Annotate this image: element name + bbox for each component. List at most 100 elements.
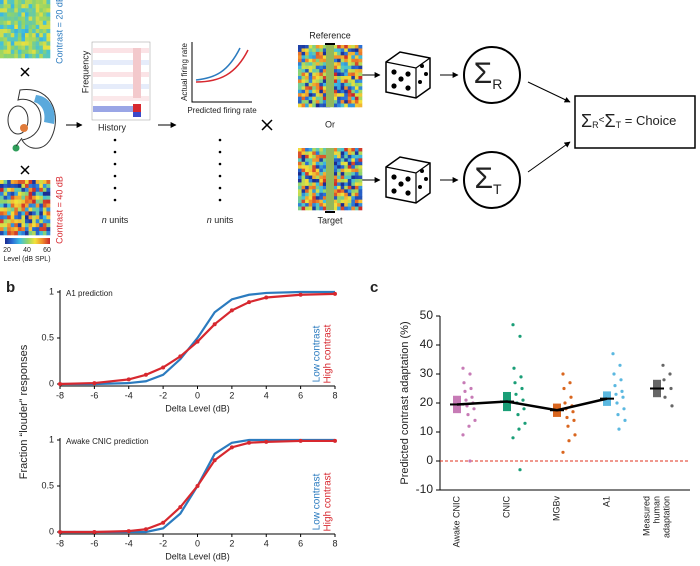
sum-sign: ΣT bbox=[474, 162, 502, 197]
noise-cell bbox=[358, 203, 363, 207]
x-tick-label: 2 bbox=[229, 538, 234, 548]
noise-cell bbox=[354, 151, 359, 156]
data-point bbox=[622, 407, 626, 411]
colorbar-label: Level (dB SPL) bbox=[3, 256, 50, 263]
noise-cell bbox=[14, 195, 19, 200]
noise-cell bbox=[298, 189, 302, 194]
noise-cell bbox=[344, 100, 349, 104]
units-label: n units bbox=[102, 215, 129, 225]
mean-line bbox=[456, 397, 608, 412]
data-point bbox=[247, 300, 252, 305]
noise-cell bbox=[3, 180, 8, 185]
noise-cell bbox=[347, 58, 352, 63]
noise-cell bbox=[35, 180, 40, 185]
noise-cell bbox=[315, 58, 320, 63]
sum-subscript: T bbox=[493, 181, 502, 197]
noise-cell bbox=[347, 62, 352, 66]
noise-cell bbox=[319, 154, 324, 159]
colorbar bbox=[5, 238, 50, 244]
noise-cell bbox=[10, 207, 15, 212]
noise-cell bbox=[28, 231, 33, 236]
noise-cell bbox=[298, 151, 302, 156]
noise-cell bbox=[351, 161, 356, 166]
noise-cell bbox=[14, 211, 19, 216]
noise-cell bbox=[301, 51, 306, 56]
noise-cell bbox=[25, 8, 29, 13]
noise-cell bbox=[3, 223, 8, 228]
data-point bbox=[612, 372, 616, 376]
noise-cell bbox=[354, 62, 359, 66]
noise-cell bbox=[354, 79, 359, 84]
noise-cell bbox=[10, 223, 15, 228]
noise-cell bbox=[312, 196, 317, 200]
noise-cell bbox=[312, 199, 317, 204]
noise-cell bbox=[319, 72, 324, 77]
strf-band bbox=[93, 84, 149, 89]
data-point bbox=[572, 418, 576, 422]
die-pip bbox=[405, 176, 411, 182]
noise-cell bbox=[333, 161, 338, 166]
noise-cell bbox=[7, 199, 12, 204]
noise-cell bbox=[340, 62, 345, 66]
noise-cell bbox=[3, 215, 8, 220]
ellipsis bbox=[218, 138, 222, 202]
noise-cell bbox=[14, 183, 19, 189]
noise-cell bbox=[354, 203, 359, 207]
stimulus-label: Or bbox=[325, 119, 335, 129]
noise-cell bbox=[347, 203, 352, 207]
die-pip bbox=[420, 169, 424, 173]
noise-cell bbox=[17, 33, 22, 38]
noise-cell bbox=[14, 191, 19, 197]
noise-cell bbox=[312, 69, 317, 73]
noise-cell bbox=[315, 148, 320, 152]
noise-cell bbox=[46, 29, 51, 34]
noise-cell bbox=[35, 191, 40, 197]
noise-cell bbox=[358, 172, 363, 176]
x-tick-label: -8 bbox=[56, 390, 64, 400]
noise-cell bbox=[35, 16, 40, 22]
data-point bbox=[229, 445, 234, 450]
noise-cell bbox=[354, 154, 359, 159]
noise-cell bbox=[0, 183, 4, 189]
noise-cell bbox=[14, 215, 19, 220]
noise-cell bbox=[312, 179, 317, 183]
noise-cell bbox=[39, 4, 44, 9]
data-point bbox=[523, 421, 527, 425]
noise-cell bbox=[333, 154, 338, 159]
noise-cell bbox=[298, 175, 302, 180]
noise-cell bbox=[21, 223, 26, 228]
noise-cell bbox=[301, 172, 306, 176]
noise-cell bbox=[315, 161, 320, 166]
x-tick-label: 2 bbox=[229, 390, 234, 400]
data-point bbox=[568, 381, 572, 385]
x-tick-label: 8 bbox=[332, 538, 337, 548]
noise-cell bbox=[7, 29, 12, 34]
noise-cell bbox=[351, 189, 356, 194]
noise-cell bbox=[308, 172, 313, 176]
noise-cell bbox=[337, 51, 341, 56]
data-point bbox=[212, 458, 217, 463]
data-point bbox=[333, 438, 337, 443]
noise-stimulus bbox=[298, 45, 363, 108]
data-point bbox=[613, 384, 617, 388]
noise-cell bbox=[337, 168, 341, 173]
noise-cell bbox=[333, 165, 338, 169]
noise-cell bbox=[39, 215, 44, 220]
noise-cell bbox=[0, 187, 4, 193]
noise-cell bbox=[17, 191, 22, 197]
x-axis-label: Delta Level (dB) bbox=[165, 551, 230, 561]
noise-cell bbox=[319, 103, 324, 108]
noise-cell bbox=[308, 165, 313, 169]
noise-cell bbox=[322, 185, 327, 190]
noise-cell bbox=[358, 151, 363, 156]
noise-cell bbox=[0, 207, 4, 212]
noise-cell bbox=[35, 187, 40, 193]
noise-cell bbox=[333, 199, 338, 204]
choice-rule: ΣR<ΣT = Choice bbox=[581, 111, 676, 131]
contrast-label: Contrast = 20 dB bbox=[54, 0, 64, 64]
x-tick-label: -2 bbox=[159, 538, 167, 548]
noise-cell bbox=[351, 72, 356, 77]
noise-cell bbox=[32, 195, 37, 200]
noise-cell bbox=[354, 86, 359, 91]
noise-cell bbox=[344, 154, 349, 159]
